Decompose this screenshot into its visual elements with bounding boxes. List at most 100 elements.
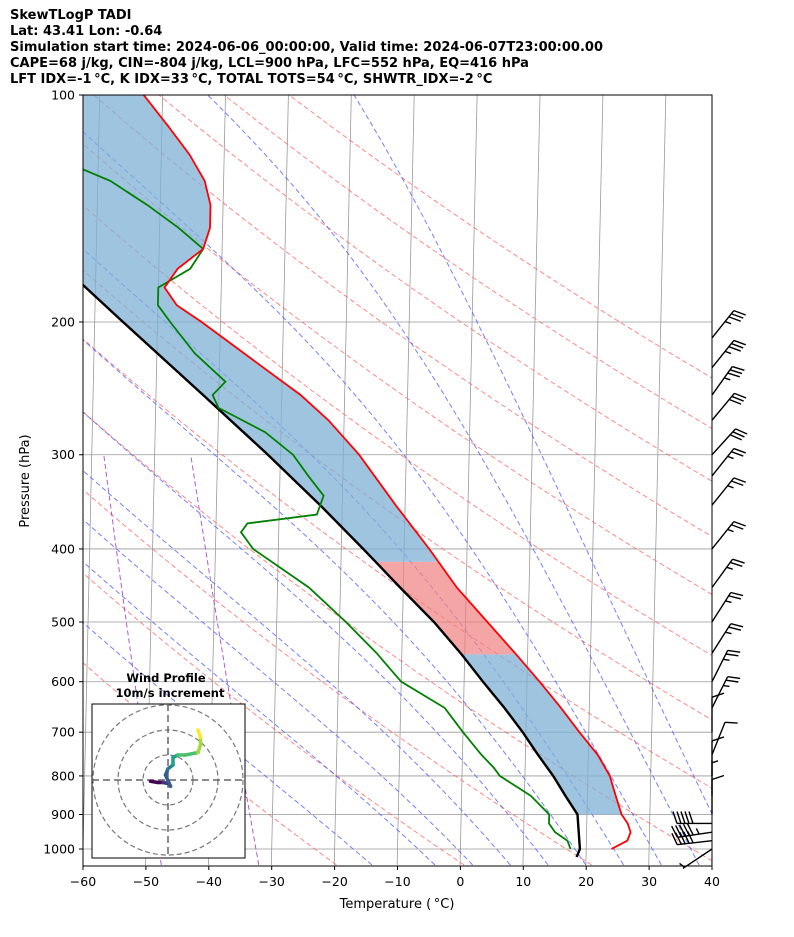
wind-barbs <box>671 309 748 869</box>
isotherm-line <box>270 95 289 865</box>
wind-barb <box>711 520 746 550</box>
barb-flag <box>731 313 744 319</box>
barb-half-flag <box>723 684 730 688</box>
barb-flag <box>671 832 678 846</box>
barb-shaft <box>711 592 732 623</box>
x-tick-label: −40 <box>196 874 222 889</box>
cape-fill-low <box>461 654 622 815</box>
barb-flag <box>684 811 690 824</box>
x-tick-label: −20 <box>321 874 347 889</box>
barb-flag <box>731 524 744 530</box>
wind-profile-inset: Wind Profile 10m/s increment <box>91 671 246 859</box>
header-cape-line: CAPE=68 j/kg, CIN=-804 j/kg, LCL=900 hPa… <box>10 56 529 71</box>
barb-half-flag <box>727 528 734 533</box>
y-tick-label: 600 <box>51 674 75 689</box>
barb-flag <box>727 372 740 378</box>
barb-shaft <box>711 448 735 477</box>
barb-flag <box>676 811 682 824</box>
y-tick-label: 800 <box>51 768 75 783</box>
dry-adiabat-line <box>83 338 712 789</box>
barb-flag <box>725 679 739 683</box>
barb-flag <box>731 395 744 402</box>
x-tick-label: 20 <box>578 874 594 889</box>
barb-shaft <box>711 310 735 339</box>
barb-shaft <box>711 392 735 421</box>
dry-adiabat-line <box>93 95 712 538</box>
barb-flag <box>732 558 745 564</box>
barb-flag <box>733 477 746 483</box>
barb-half-flag <box>723 658 730 661</box>
barb-flag <box>731 480 744 487</box>
barb-flag <box>728 346 741 352</box>
barb-shaft <box>711 339 735 369</box>
barb-shaft <box>711 676 729 709</box>
barb-flag <box>733 339 746 346</box>
temperature-profile-line <box>142 95 632 850</box>
moist-adiabat-line <box>207 95 700 866</box>
dry-adiabat-line <box>83 204 712 657</box>
barb-shaft <box>711 722 726 756</box>
x-tick-label: −60 <box>70 874 96 889</box>
barb-half-flag <box>727 485 734 489</box>
header-indices-line: LFT IDX=-1 °C, K IDX=33 °C, TOTAL TOTS=5… <box>10 72 493 87</box>
wind-barb <box>711 477 746 506</box>
barb-shaft <box>711 521 735 550</box>
hodograph <box>92 704 245 858</box>
y-tick-label: 900 <box>51 807 75 822</box>
wind-barb <box>671 831 713 846</box>
barb-half-flag <box>727 455 734 460</box>
x-tick-label: −10 <box>384 874 410 889</box>
barb-shaft <box>711 477 735 506</box>
barb-shaft <box>682 848 713 869</box>
barb-flag <box>688 811 694 824</box>
header-location: Lat: 43.41 Lon: -0.64 <box>10 24 163 39</box>
isotherm-line <box>459 95 478 865</box>
figure-header: SkewTLogP TADI Lat: 43.41 Lon: -0.64 Sim… <box>10 8 603 88</box>
barb-flag <box>730 623 744 628</box>
y-tick-label: 100 <box>51 88 75 103</box>
wind-barb <box>711 721 738 756</box>
wind-barb <box>711 774 725 815</box>
wind-barb <box>711 736 725 776</box>
isotherm-line <box>396 95 415 865</box>
barb-flag <box>733 447 746 454</box>
wind-barb <box>679 848 713 869</box>
wind-barb <box>711 428 748 456</box>
wind-barb <box>711 339 746 369</box>
barb-flag <box>735 428 748 435</box>
y-tick-label: 200 <box>51 314 75 329</box>
y-tick-label: 700 <box>51 725 75 740</box>
barb-flag <box>682 823 690 836</box>
isotherm-line <box>775 95 792 865</box>
wind-barb <box>711 365 745 396</box>
moist-adiabat-line <box>83 339 587 866</box>
barb-shaft <box>677 840 713 846</box>
hodograph-segment <box>183 750 200 757</box>
moist-adiabat-line <box>83 519 473 866</box>
dry-adiabat-line <box>83 572 465 866</box>
barb-flag <box>733 520 746 527</box>
barb-flag <box>734 392 747 399</box>
x-tick-label: 30 <box>641 874 657 889</box>
hodograph-segment <box>196 728 203 740</box>
x-tick-label: 10 <box>515 874 531 889</box>
x-tick-label: −30 <box>259 874 285 889</box>
barb-flag <box>724 721 738 724</box>
barb-half-flag <box>725 631 732 635</box>
barb-half-flag <box>695 828 700 835</box>
barb-half-flag <box>679 862 685 868</box>
barb-flag <box>686 823 694 836</box>
barb-shaft <box>711 558 734 588</box>
barb-flag <box>729 369 743 375</box>
y-axis-label: Pressure (hPa) <box>18 434 33 527</box>
cin-fill <box>375 561 517 655</box>
wind-barb <box>711 692 725 733</box>
wind-barb <box>711 675 741 709</box>
barb-flag <box>727 675 741 680</box>
barb-shaft <box>711 366 733 396</box>
barb-flag <box>728 626 742 631</box>
barb-shaft <box>711 623 732 654</box>
barb-flag <box>731 342 744 349</box>
moist-adiabat-line <box>83 621 373 866</box>
x-tick-label: −50 <box>133 874 159 889</box>
